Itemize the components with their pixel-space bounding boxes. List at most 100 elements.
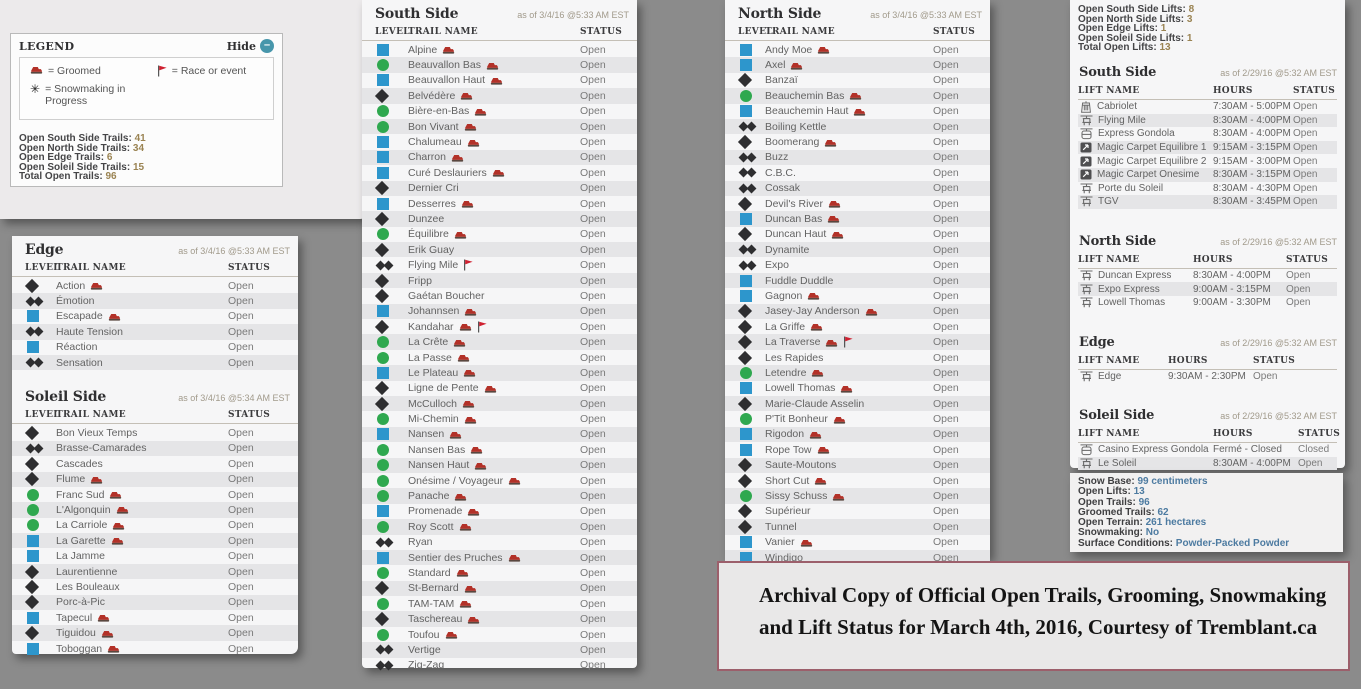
hide-button[interactable]: Hide – — [227, 39, 274, 53]
race-flag-icon — [463, 259, 473, 271]
south-trails-section: South Side as of 3/4/16 @5:33 AM EST LEV… — [362, 0, 637, 673]
south-side-trails-panel: South Side as of 3/4/16 @5:33 AM EST LEV… — [362, 0, 637, 671]
trail-name: Supérieur — [765, 505, 811, 518]
trail-status: Open — [933, 320, 959, 333]
lift-rows: Edge 9:30AM - 2:30PM Open — [1078, 370, 1337, 384]
trail-row: Lowell Thomas Open — [725, 381, 990, 396]
trail-status: Open — [580, 289, 606, 302]
double-black-diamond-icon — [25, 443, 44, 454]
lift-row: TGV 8:30AM - 3:45PM Open — [1078, 195, 1337, 209]
blue-square-icon — [377, 505, 389, 518]
trail-row: Kandahar Open — [362, 319, 637, 334]
lift-rows: Cabriolet 7:30AM - 5:00PM Open Flying Mile 8… — [1078, 100, 1337, 209]
north-trails-section: North Side as of 3/4/16 @5:33 AM EST LEV… — [725, 0, 990, 566]
trail-status: Open — [580, 659, 606, 672]
trail-name: Boiling Kettle — [765, 120, 827, 133]
trail-row: P'Tit Bonheur Open — [725, 411, 990, 426]
trail-row: Ryan Open — [362, 535, 637, 550]
condition-line: Open Trails: 96 — [1078, 496, 1150, 508]
trail-name: La Griffe — [765, 321, 933, 333]
trail-row: Axel Open — [725, 57, 990, 73]
hide-label[interactable]: Hide — [226, 39, 256, 53]
groomer-icon — [90, 281, 103, 290]
trail-status: Open — [933, 259, 959, 272]
trail-name: Porc-à-Pic — [56, 596, 106, 609]
lift-name: Cabriolet — [1078, 101, 1213, 113]
trail-name: TAM-TAM — [408, 598, 580, 610]
trail-name: Gagnon — [765, 290, 933, 302]
trail-name: Les Rapides — [765, 351, 824, 364]
blue-square-icon — [740, 43, 752, 56]
trail-row: Buzz Open — [725, 149, 990, 166]
blue-square-icon — [27, 642, 39, 655]
trail-name: Duncan Haut — [765, 228, 933, 240]
double-black-diamond-icon — [25, 296, 44, 307]
trail-row: Ligne de Pente Open — [362, 381, 637, 396]
lift-status: Open — [1293, 182, 1318, 194]
lift-status: Open — [1298, 457, 1323, 469]
groomer-icon — [464, 122, 477, 131]
column-headers: LEVEL TRAIL NAME STATUS — [12, 405, 298, 425]
trail-status: Open — [580, 151, 606, 164]
trail-name: Toufou — [408, 629, 580, 641]
trail-status: Open — [228, 341, 254, 354]
groomer-icon — [825, 338, 838, 347]
trail-status: Open — [580, 351, 606, 364]
trail-rows: Andy Moe Open Axel Open Banzaï Open Beauchemin… — [725, 42, 990, 566]
column-headers: LEVEL TRAIL NAME STATUS — [12, 258, 298, 277]
trail-name: Franc Sud — [56, 489, 228, 501]
minus-circle-icon[interactable]: – — [260, 39, 274, 53]
lift-count-line: Open Soleil Side Lifts: 1 — [1078, 32, 1193, 44]
trail-row: Flume Open — [12, 471, 298, 487]
double-black-diamond-icon — [738, 167, 757, 178]
trail-name: Johannsen — [408, 305, 580, 317]
lift-hours: 8:30AM - 4:00PM — [1213, 128, 1291, 140]
column-headers: LIFT NAME HOURS STATUS — [1078, 423, 1340, 444]
blue-square-icon — [27, 310, 39, 323]
black-diamond-icon — [24, 579, 40, 595]
trail-status: Open — [933, 336, 959, 349]
blue-square-icon — [377, 74, 389, 87]
blue-square-icon — [377, 43, 389, 56]
legend-item: = Groomed — [30, 65, 157, 77]
trail-status: Open — [933, 474, 959, 487]
trail-name: Devil's River — [765, 198, 933, 210]
trail-name: Haute Tension — [56, 325, 123, 338]
trail-row: Duncan Bas Open — [725, 211, 990, 227]
lift-rows: Duncan Express 8:30AM - 4:00PM Open Expo Ex… — [1078, 269, 1337, 310]
trail-name: Beauvallon Bas — [408, 59, 580, 71]
legend-item-label: = Groomed — [48, 65, 101, 77]
trail-name: Andy Moe — [765, 44, 933, 56]
legend-box: LEGEND Hide – = Groomed = Race or event ✳ =… — [10, 33, 283, 187]
section-header: Edge as of 2/29/16 @5:32 AM EST — [1078, 335, 1337, 350]
lift-name-column-header: LIFT NAME — [1078, 85, 1140, 96]
groomer-icon — [865, 307, 878, 316]
groomer-icon — [111, 536, 124, 545]
lift-status: Open — [1293, 155, 1318, 167]
trail-row: La Crête Open — [362, 334, 637, 350]
black-diamond-icon — [24, 472, 40, 487]
trail-row: Zig-Zag Open — [362, 658, 637, 673]
trail-row: Saute-Moutons Open — [725, 457, 990, 473]
trail-status: Open — [580, 197, 606, 210]
trail-row: Fuddle Duddle Open — [725, 272, 990, 289]
trail-status: Open — [933, 105, 959, 118]
blue-square-icon — [740, 59, 752, 72]
archival-note-box: Archival Copy of Official Open Trails, G… — [717, 561, 1350, 671]
trail-name: Expo — [765, 259, 789, 272]
section-header: North Side as of 2/29/16 @5:32 AM EST — [1078, 234, 1337, 249]
section-title: North Side — [738, 6, 822, 22]
green-circle-icon — [377, 628, 389, 641]
trail-row: Expo Open — [725, 257, 990, 272]
lift-row: Casino Express Gondola Fermé - Closed Clos… — [1078, 443, 1337, 457]
trail-name: Cascades — [56, 457, 103, 470]
double-black-diamond-icon — [375, 537, 394, 548]
magic-carpet-icon — [1080, 156, 1092, 167]
trail-status: Open — [580, 166, 606, 179]
trail-name: Dunzee — [408, 212, 445, 225]
groomer-icon — [508, 553, 521, 562]
trail-name: Letendre — [765, 367, 933, 379]
trail-name: L'Algonquin — [56, 504, 228, 516]
trail-status: Open — [228, 442, 254, 455]
trail-status: Open — [580, 613, 606, 626]
